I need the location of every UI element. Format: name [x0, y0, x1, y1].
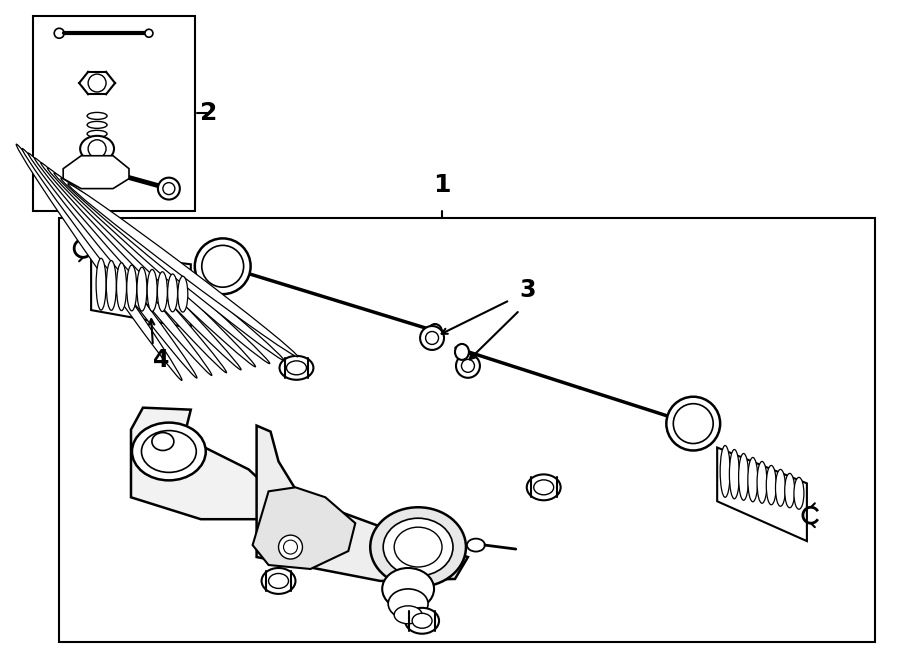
- Ellipse shape: [405, 608, 439, 634]
- Ellipse shape: [141, 430, 196, 473]
- Ellipse shape: [286, 361, 306, 375]
- Ellipse shape: [420, 326, 444, 350]
- Ellipse shape: [412, 613, 432, 628]
- Bar: [33, 17, 194, 210]
- Ellipse shape: [61, 178, 284, 360]
- Ellipse shape: [382, 568, 434, 610]
- Ellipse shape: [766, 465, 776, 505]
- Ellipse shape: [87, 112, 107, 120]
- Ellipse shape: [22, 149, 197, 378]
- Ellipse shape: [720, 446, 730, 497]
- Ellipse shape: [68, 184, 298, 357]
- Ellipse shape: [16, 144, 182, 380]
- Ellipse shape: [194, 239, 250, 294]
- Ellipse shape: [178, 276, 188, 312]
- Ellipse shape: [455, 344, 469, 360]
- Circle shape: [88, 140, 106, 158]
- Circle shape: [54, 28, 64, 38]
- Ellipse shape: [106, 260, 116, 310]
- Ellipse shape: [96, 258, 106, 310]
- Ellipse shape: [456, 354, 480, 378]
- Ellipse shape: [54, 173, 270, 364]
- Ellipse shape: [428, 324, 442, 340]
- Ellipse shape: [87, 130, 107, 137]
- Ellipse shape: [526, 475, 561, 500]
- Ellipse shape: [116, 263, 127, 311]
- Text: 2: 2: [200, 101, 218, 125]
- Ellipse shape: [388, 589, 428, 619]
- Bar: [59, 219, 875, 642]
- Polygon shape: [253, 487, 356, 569]
- Circle shape: [278, 535, 302, 559]
- Polygon shape: [131, 408, 278, 519]
- Circle shape: [163, 182, 175, 194]
- Ellipse shape: [729, 449, 740, 499]
- Polygon shape: [717, 447, 807, 541]
- Ellipse shape: [262, 568, 295, 594]
- Ellipse shape: [394, 606, 422, 624]
- Ellipse shape: [462, 360, 474, 372]
- Ellipse shape: [785, 473, 795, 508]
- Ellipse shape: [370, 507, 466, 587]
- Polygon shape: [63, 156, 129, 188]
- Ellipse shape: [794, 477, 804, 509]
- Ellipse shape: [748, 457, 758, 502]
- Ellipse shape: [394, 527, 442, 567]
- Circle shape: [158, 178, 180, 200]
- Text: 4: 4: [153, 348, 169, 372]
- Polygon shape: [256, 426, 468, 581]
- Text: 1: 1: [433, 173, 451, 196]
- Circle shape: [145, 29, 153, 37]
- Ellipse shape: [280, 356, 313, 380]
- Ellipse shape: [158, 272, 167, 311]
- Ellipse shape: [40, 163, 241, 370]
- Ellipse shape: [757, 461, 767, 503]
- Ellipse shape: [137, 267, 147, 311]
- Ellipse shape: [167, 274, 177, 312]
- Ellipse shape: [34, 158, 227, 373]
- Ellipse shape: [426, 332, 438, 344]
- Ellipse shape: [776, 469, 786, 506]
- Polygon shape: [91, 253, 191, 328]
- Ellipse shape: [467, 539, 485, 551]
- Ellipse shape: [48, 168, 256, 367]
- Text: 3: 3: [519, 278, 536, 302]
- Ellipse shape: [673, 404, 713, 444]
- Ellipse shape: [202, 245, 244, 287]
- Ellipse shape: [87, 122, 107, 128]
- Ellipse shape: [739, 453, 749, 500]
- Ellipse shape: [666, 397, 720, 451]
- Ellipse shape: [268, 574, 289, 588]
- Ellipse shape: [152, 432, 174, 451]
- Circle shape: [88, 74, 106, 92]
- Ellipse shape: [148, 270, 157, 311]
- Ellipse shape: [127, 265, 137, 311]
- Ellipse shape: [87, 139, 107, 146]
- Ellipse shape: [28, 153, 212, 375]
- Ellipse shape: [383, 518, 453, 576]
- Ellipse shape: [534, 480, 554, 495]
- Ellipse shape: [80, 136, 114, 162]
- Circle shape: [284, 540, 298, 554]
- Ellipse shape: [132, 422, 206, 481]
- Ellipse shape: [87, 148, 107, 155]
